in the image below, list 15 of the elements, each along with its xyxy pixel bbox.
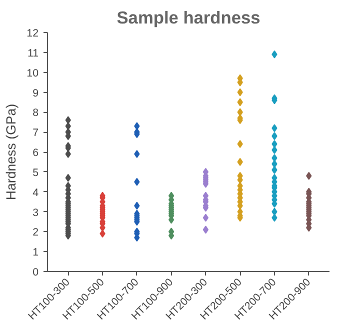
y-tick-label: 12 bbox=[26, 28, 39, 40]
y-tick-label: 10 bbox=[26, 67, 39, 80]
y-tick-label: 5 bbox=[32, 166, 39, 179]
y-tick-label: 2 bbox=[32, 226, 39, 239]
y-tick-label: 3 bbox=[32, 206, 39, 219]
y-tick-label: 11 bbox=[27, 47, 39, 60]
y-tick-label: 1 bbox=[32, 246, 39, 259]
y-tick-label: 4 bbox=[32, 186, 39, 199]
y-tick-label: 0 bbox=[32, 266, 39, 278]
y-tick-label: 8 bbox=[32, 107, 39, 120]
chart-title: Sample hardness bbox=[116, 8, 260, 28]
y-tick-label: 9 bbox=[32, 87, 39, 100]
y-tick-label: 6 bbox=[32, 147, 39, 159]
y-tick-label: 7 bbox=[32, 127, 39, 140]
y-axis-title: Hardness (GPa) bbox=[4, 104, 19, 200]
